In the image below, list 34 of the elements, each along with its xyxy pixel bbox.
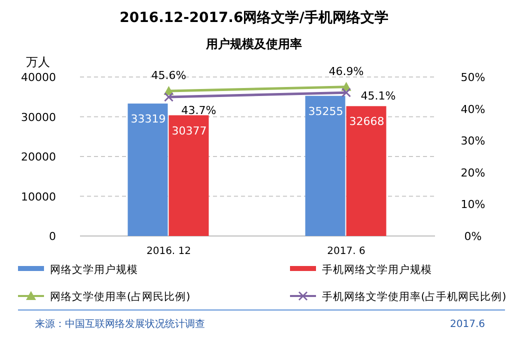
x-tick-label: 2017. 6	[327, 246, 366, 257]
y-axis-title: 万人	[26, 55, 50, 69]
bar	[168, 115, 209, 236]
y2-tick-label: 30%	[460, 134, 486, 148]
bar	[128, 104, 168, 236]
legend-label: 手机网络文学使用率(占手机网民比例)	[322, 290, 506, 303]
y2-tick-label: 50%	[460, 71, 486, 84]
data-label: 30377	[172, 124, 207, 138]
bar	[305, 96, 346, 236]
data-label: 35255	[308, 104, 344, 118]
text: 2017.6	[450, 319, 485, 330]
y-tick-label: 0	[49, 230, 56, 243]
y-tick-label: 40000	[21, 71, 56, 84]
legend-label: 网络文学使用率(占网民比例)	[50, 290, 190, 303]
data-label: 45.6%	[151, 68, 186, 82]
data-label: 43.7%	[181, 104, 216, 118]
y2-tick-label: 0%	[464, 230, 482, 243]
legend-label: 网络文学用户规模	[50, 263, 138, 276]
y2-tick-label: 40%	[460, 102, 486, 116]
legend-label: 手机网络文学用户规模	[322, 263, 432, 276]
bar	[346, 106, 386, 236]
y-tick-label: 20000	[21, 150, 56, 164]
data-label: 33319	[130, 112, 166, 126]
chart-title: 2016.12-2017.6网络文学/手机网络文学	[120, 9, 388, 26]
y2-tick-label: 10%	[460, 198, 486, 212]
chart-subtitle: 用户规模及使用率	[205, 37, 302, 51]
y-tick-label: 30000	[21, 110, 56, 124]
data-label: 32668	[349, 115, 384, 128]
source-note: 来源：中国互联网络发展状况统计调查	[35, 318, 205, 330]
x-tick-label: 2016. 12	[146, 246, 192, 257]
y-tick-label: 10000	[21, 190, 56, 204]
data-label: 46.9%	[328, 64, 364, 78]
y2-tick-label: 20%	[460, 166, 486, 180]
data-label: 45.1%	[360, 90, 396, 103]
